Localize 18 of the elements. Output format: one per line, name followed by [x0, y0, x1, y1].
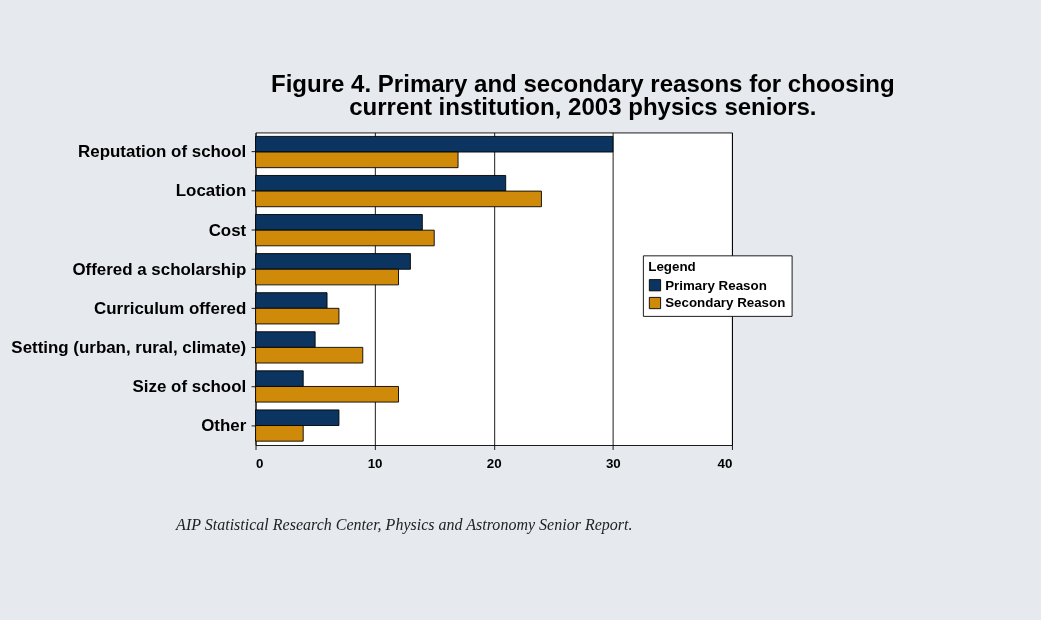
y-tick-label: Curriculum offered: [94, 298, 247, 318]
y-tick-label: Reputation of school: [78, 142, 247, 162]
y-tick-label: Location: [175, 181, 247, 201]
y-tick-label: Setting (urban, rural, climate): [11, 337, 247, 357]
x-tick-label: 40: [717, 455, 733, 471]
x-tick-label: 10: [367, 455, 383, 471]
y-tick-label: Other: [201, 415, 247, 435]
chart-title: Figure 4. Primary and secondary reasons for choosing current institution, 2003 physics seniors.: [271, 69, 895, 120]
legend-label: Primary Reason: [665, 277, 767, 293]
x-tick-label: 0: [256, 455, 264, 471]
x-tick-label: 30: [605, 455, 621, 471]
y-tick-label: Size of school: [132, 376, 247, 396]
x-tick-label: 20: [486, 455, 502, 471]
y-tick-label: Cost: [208, 220, 247, 240]
y-tick-label: Offered a scholarship: [72, 259, 247, 279]
text: AIP Statistical Research Center, Physics and Astronomy Senior Report.: [175, 515, 633, 534]
legend-title: Legend: [648, 259, 696, 275]
legend-label: Secondary Reason: [665, 295, 786, 311]
